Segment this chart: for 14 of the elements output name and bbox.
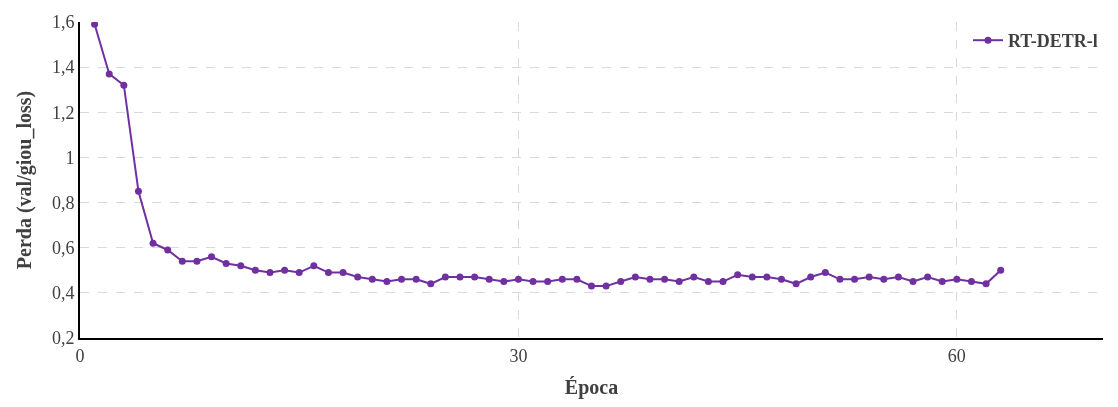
y-tick-label: 0,4 [51,283,75,304]
x-tick-label: 60 [947,345,966,366]
x-tick-label: 30 [509,345,528,366]
y-tick-label: 1,6 [51,12,75,33]
y-axis-title: Perda (val/giou_loss) [12,90,36,270]
x-axis-title: Época [564,375,619,399]
y-tick-label: 0,8 [51,192,75,213]
x-tick-label: 0 [75,345,85,366]
y-tick-label: 0,6 [51,238,75,259]
legend-label: RT-DETR-l [1008,31,1098,52]
y-tick-label: 1,4 [51,57,75,78]
y-tick-label: 0,2 [51,328,75,349]
y-tick-label: 1,2 [51,102,75,123]
y-tick-label: 1 [65,147,75,168]
